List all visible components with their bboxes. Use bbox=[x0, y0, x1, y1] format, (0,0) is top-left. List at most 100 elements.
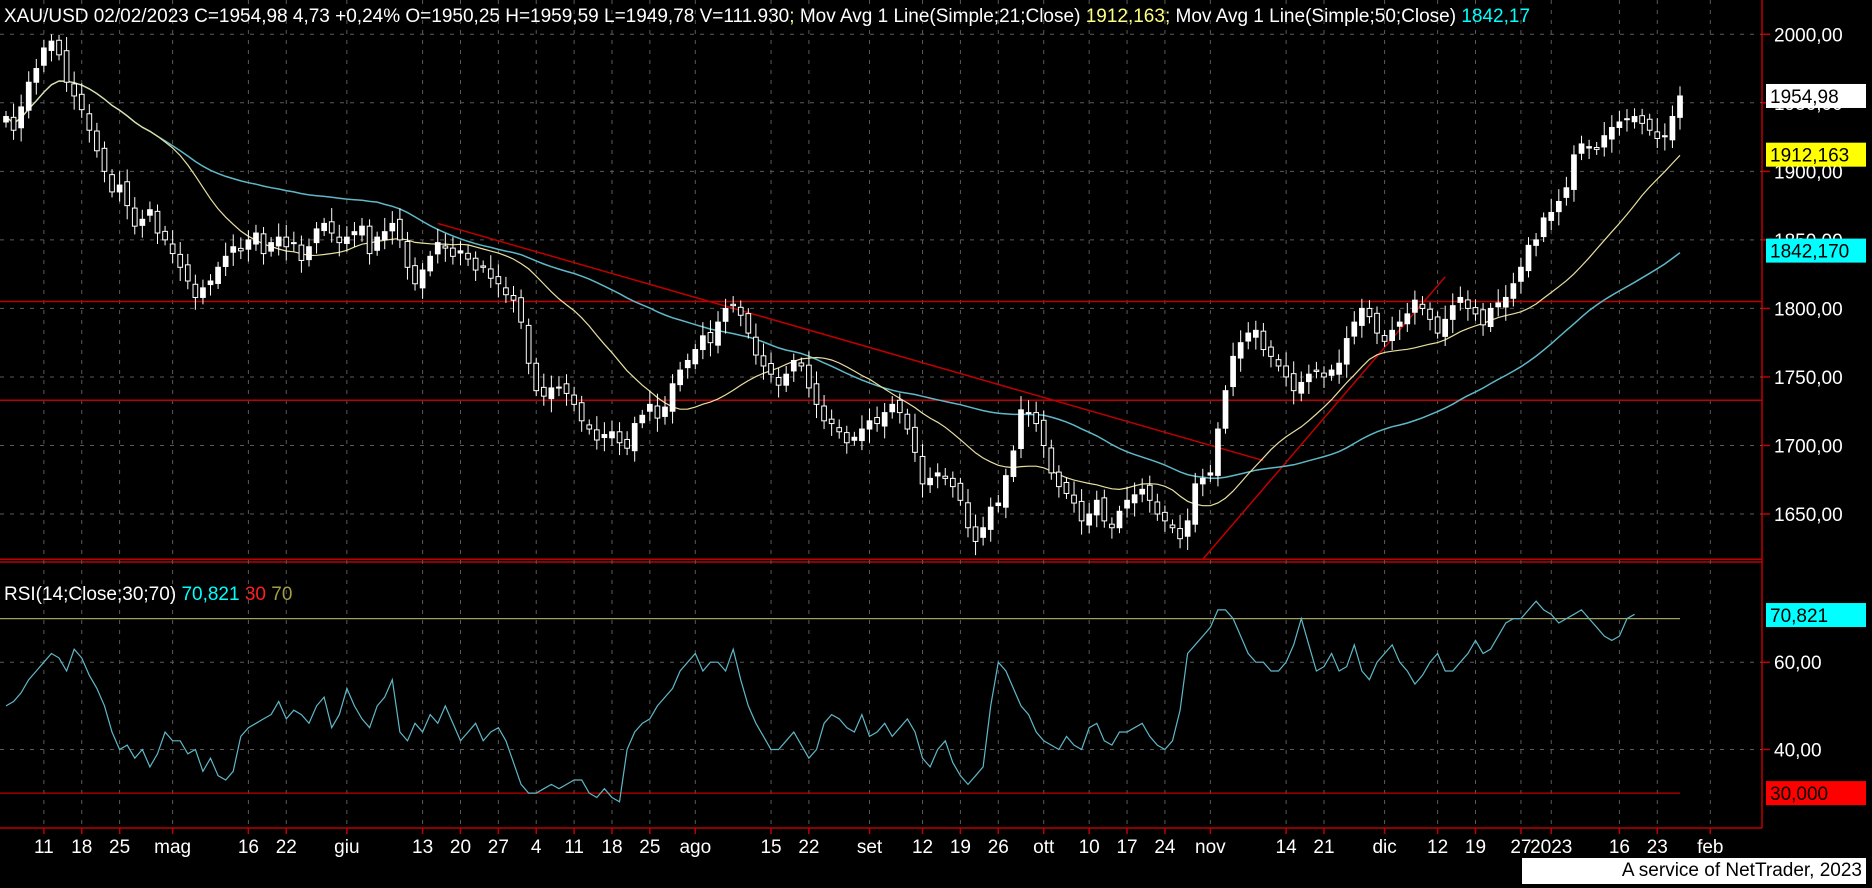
candle-body bbox=[654, 405, 661, 419]
x-tick-label: 12 bbox=[912, 837, 933, 858]
candle-body bbox=[101, 147, 108, 172]
candle-body bbox=[1465, 299, 1471, 309]
rsi-value: 70,821 bbox=[181, 584, 240, 605]
candle-body bbox=[646, 403, 653, 412]
footer-credit: A service of NetTrader, 2023 bbox=[1522, 858, 1866, 884]
candle-body bbox=[25, 81, 32, 111]
candle-body bbox=[851, 436, 858, 441]
candle-body bbox=[442, 245, 449, 249]
candle-body bbox=[434, 242, 441, 255]
candle-body bbox=[563, 383, 570, 394]
candle-body bbox=[1366, 307, 1373, 318]
x-tick-label: 20 bbox=[450, 837, 471, 858]
candle-body bbox=[1275, 359, 1282, 367]
candle-body bbox=[124, 181, 131, 207]
candle-body bbox=[1548, 211, 1555, 221]
candle-body bbox=[798, 362, 805, 367]
candle-body bbox=[1540, 217, 1547, 238]
rsi-label: RSI(14;Close;30;70) bbox=[4, 584, 177, 605]
candle-body bbox=[1086, 513, 1093, 526]
candle-body bbox=[707, 332, 714, 344]
candle-body bbox=[116, 184, 123, 193]
candle-body bbox=[995, 502, 1002, 507]
ma50-tag-bg bbox=[1766, 238, 1866, 263]
candle-body bbox=[63, 50, 70, 83]
rsi-tag-bg bbox=[1766, 603, 1866, 628]
candle-body bbox=[1510, 283, 1517, 299]
candle-body bbox=[1412, 299, 1418, 313]
candle-body bbox=[184, 264, 191, 282]
x-tick-label: 16 bbox=[238, 837, 259, 858]
x-tick-label: 15 bbox=[760, 837, 781, 858]
candle-body bbox=[10, 116, 17, 131]
candle-body bbox=[306, 246, 312, 261]
candle-body bbox=[344, 236, 350, 244]
candle-body bbox=[700, 335, 706, 351]
candle-body bbox=[874, 417, 880, 425]
candle-body bbox=[109, 174, 115, 193]
candle-body bbox=[321, 222, 327, 232]
x-tick-label: 16 bbox=[1609, 837, 1630, 858]
candle-body bbox=[162, 230, 168, 241]
candle-body bbox=[1305, 373, 1312, 383]
candle-body bbox=[503, 287, 509, 296]
candle-body bbox=[533, 362, 540, 392]
candle-body bbox=[980, 527, 986, 538]
candle-body bbox=[965, 502, 971, 529]
ma50-line bbox=[5, 80, 1681, 480]
candle-body bbox=[1139, 488, 1146, 495]
x-tick-label: 11 bbox=[564, 837, 584, 858]
candle-body bbox=[427, 255, 434, 272]
candle-body bbox=[662, 406, 668, 417]
candle-body bbox=[359, 225, 365, 236]
candle-body bbox=[86, 113, 93, 131]
candle-body bbox=[1109, 523, 1115, 529]
x-tick-label: 19 bbox=[950, 837, 971, 858]
candle-body bbox=[1518, 266, 1524, 282]
x-tick-label: 10 bbox=[1079, 837, 1100, 858]
candle-body bbox=[760, 355, 767, 367]
candle-body bbox=[253, 232, 259, 245]
x-tick-label: 22 bbox=[276, 837, 297, 858]
x-tick-label: ago bbox=[679, 837, 711, 858]
candle-body bbox=[1343, 338, 1350, 365]
candle-body bbox=[1396, 321, 1403, 327]
candle-body bbox=[1237, 342, 1244, 359]
candle-body bbox=[768, 363, 774, 375]
candle-body bbox=[1457, 296, 1464, 303]
candle-body bbox=[472, 257, 479, 271]
candle-body bbox=[593, 429, 600, 441]
candle-body bbox=[465, 252, 471, 260]
candle-body bbox=[1639, 115, 1645, 124]
x-tick-label: 25 bbox=[639, 837, 660, 858]
x-tick-label: ott bbox=[1033, 837, 1055, 858]
candle-body bbox=[631, 423, 638, 452]
x-tick-label: 18 bbox=[71, 837, 92, 858]
rsi-tick-label: 60,00 bbox=[1774, 653, 1822, 674]
candle-body bbox=[200, 287, 206, 298]
candle-body bbox=[1093, 499, 1100, 516]
x-tick-label: feb bbox=[1697, 837, 1723, 858]
price-tick-label: 1700,00 bbox=[1774, 436, 1843, 457]
candle-body bbox=[1154, 501, 1161, 515]
ma21-label: Mov Avg 1 Line(Simple;21;Close) bbox=[799, 6, 1081, 27]
price-header: XAU/USD 02/02/2023 C=1954,98 4,73 +0,24%… bbox=[4, 6, 1530, 28]
candle-body bbox=[154, 210, 161, 234]
candle-body bbox=[397, 218, 403, 241]
x-tick-label: dic bbox=[1372, 837, 1396, 858]
x-tick-label: 23 bbox=[1647, 837, 1668, 858]
candle-body bbox=[1434, 316, 1441, 334]
candle-body bbox=[1290, 373, 1297, 392]
x-tick-label: giu bbox=[334, 837, 359, 858]
last-price-tag-bg bbox=[1766, 83, 1866, 108]
x-tick-label: 17 bbox=[1116, 837, 1137, 858]
candle-body bbox=[412, 265, 418, 285]
candle-body bbox=[1336, 362, 1342, 375]
price-tick-label: 2000,00 bbox=[1774, 25, 1843, 46]
candle-body bbox=[692, 349, 699, 365]
candle-body bbox=[1487, 307, 1494, 328]
candle-body bbox=[1101, 497, 1108, 522]
candle-body bbox=[1048, 447, 1055, 474]
candle-body bbox=[1025, 412, 1032, 415]
